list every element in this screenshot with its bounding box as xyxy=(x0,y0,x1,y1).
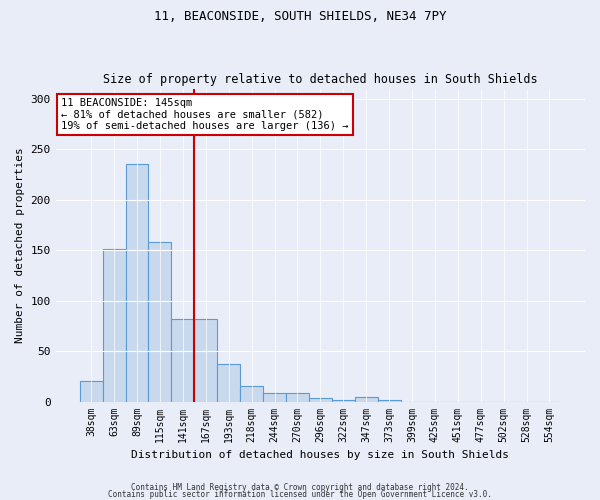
Bar xyxy=(194,319,217,402)
Bar xyxy=(172,319,194,402)
Bar xyxy=(80,382,103,402)
Text: 11 BEACONSIDE: 145sqm
← 81% of detached houses are smaller (582)
19% of semi-det: 11 BEACONSIDE: 145sqm ← 81% of detached … xyxy=(61,98,349,131)
Text: 11, BEACONSIDE, SOUTH SHIELDS, NE34 7PY: 11, BEACONSIDE, SOUTH SHIELDS, NE34 7PY xyxy=(154,10,446,23)
Bar xyxy=(148,242,172,402)
Bar xyxy=(355,396,377,402)
Bar xyxy=(286,394,309,402)
Text: Contains public sector information licensed under the Open Government Licence v3: Contains public sector information licen… xyxy=(108,490,492,499)
Bar xyxy=(263,394,286,402)
X-axis label: Distribution of detached houses by size in South Shields: Distribution of detached houses by size … xyxy=(131,450,509,460)
Bar xyxy=(125,164,148,402)
Y-axis label: Number of detached properties: Number of detached properties xyxy=(15,147,25,343)
Title: Size of property relative to detached houses in South Shields: Size of property relative to detached ho… xyxy=(103,73,538,86)
Text: Contains HM Land Registry data © Crown copyright and database right 2024.: Contains HM Land Registry data © Crown c… xyxy=(131,484,469,492)
Bar xyxy=(217,364,240,402)
Bar xyxy=(309,398,332,402)
Bar xyxy=(240,386,263,402)
Bar xyxy=(332,400,355,402)
Bar xyxy=(103,249,125,402)
Bar xyxy=(377,400,401,402)
